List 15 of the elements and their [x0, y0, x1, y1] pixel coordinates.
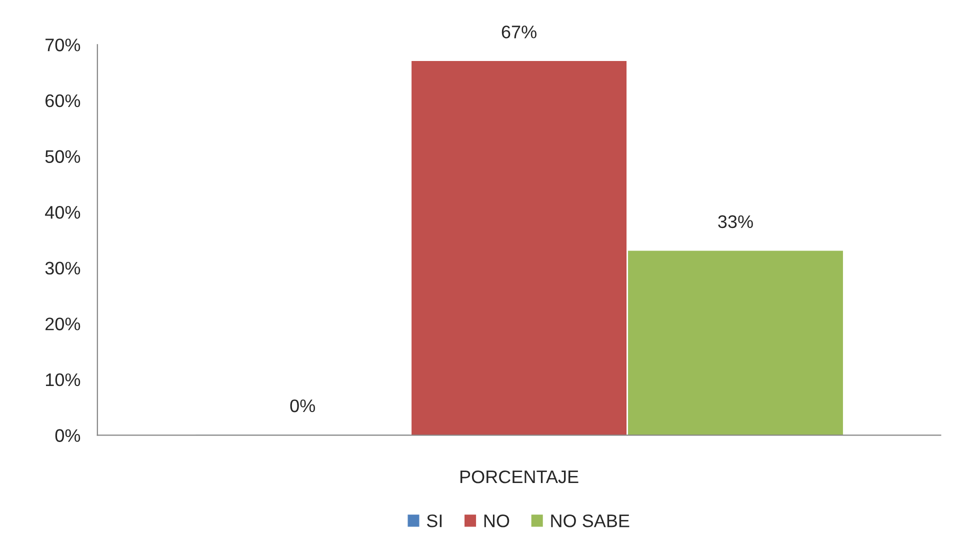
- y-tick-label: 70%: [46, 38, 80, 52]
- y-tick-label: 40%: [45, 206, 80, 219]
- data-label: 33%: [718, 215, 753, 228]
- legend-label: NO SABE: [551, 514, 630, 528]
- y-tick-label: 50%: [45, 150, 80, 163]
- y-tick-label: 60%: [46, 94, 80, 108]
- x-tick-label: PORCENTAJE: [460, 470, 578, 484]
- data-label: 67%: [502, 26, 536, 38]
- y-tick-label: 30%: [45, 262, 80, 275]
- legend-label: SI: [426, 514, 442, 528]
- y-tick-label: 10%: [46, 373, 80, 386]
- y-tick-label: 0%: [55, 429, 80, 442]
- y-tick-label: 20%: [46, 318, 80, 330]
- legend-label: NO: [484, 514, 510, 528]
- data-label: 0%: [290, 399, 316, 412]
